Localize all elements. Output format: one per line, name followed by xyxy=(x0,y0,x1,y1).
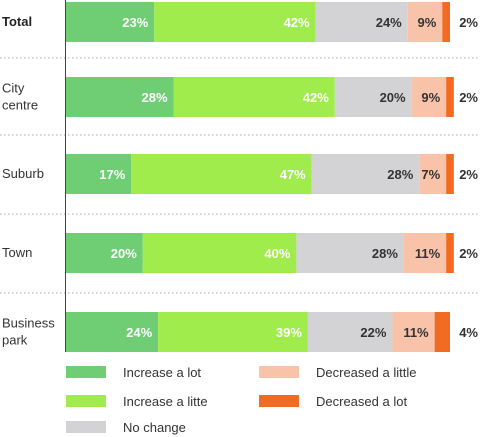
data-label: 9% xyxy=(418,15,437,30)
data-label: 7% xyxy=(421,167,440,182)
bar-segment xyxy=(66,233,143,273)
bar-segment xyxy=(66,77,174,117)
category-label: Suburb xyxy=(2,166,44,181)
bar-segment xyxy=(296,233,404,273)
data-label: 2% xyxy=(459,90,478,105)
data-label: 23% xyxy=(122,15,148,30)
legend-label: No change xyxy=(123,420,186,435)
category-labels: Total City centre Suburb Town Business park xyxy=(2,14,55,348)
bar-segment xyxy=(446,233,454,273)
data-label: 4% xyxy=(459,325,478,340)
data-label: 9% xyxy=(421,90,440,105)
bar-segment xyxy=(442,2,450,42)
bar-segment xyxy=(434,312,450,352)
data-label: 24% xyxy=(376,15,402,30)
legend-label: Decreased a lot xyxy=(316,394,407,409)
data-label: 42% xyxy=(303,90,329,105)
data-label: 20% xyxy=(380,90,406,105)
data-label: 42% xyxy=(284,15,310,30)
legend-swatch xyxy=(259,395,299,407)
bar-segment xyxy=(131,154,312,194)
bar-segment xyxy=(66,312,159,352)
data-label: 11% xyxy=(415,246,441,261)
data-label: 22% xyxy=(360,325,386,340)
data-label: 39% xyxy=(276,325,302,340)
category-label: Business xyxy=(2,316,55,331)
bar-segment xyxy=(158,312,308,352)
bar-segment xyxy=(334,77,412,117)
bar-segment xyxy=(407,2,443,42)
data-label: 17% xyxy=(99,167,125,182)
data-label: 11% xyxy=(403,325,429,340)
data-label: 2% xyxy=(459,167,478,182)
bar-segment xyxy=(66,2,155,42)
legend-swatch xyxy=(66,366,106,378)
data-label: 28% xyxy=(372,246,398,261)
bar-segment xyxy=(392,312,435,352)
row-separators xyxy=(0,57,480,294)
bar-segment xyxy=(307,312,393,352)
category-label: Total xyxy=(2,14,32,29)
bars: 23% 42% 24% 9% 2% 28% 42% 20% 9% 2% 17% 47% 28% 7% 2% 2… xyxy=(66,2,478,352)
category-label: centre xyxy=(2,98,38,113)
legend-swatch xyxy=(259,366,299,378)
category-label: Town xyxy=(2,245,32,260)
legend: Increase a lot Increase a litte No change D… xyxy=(66,365,416,435)
bar-segment xyxy=(419,154,447,194)
bar-segment xyxy=(446,77,454,117)
bar-segment xyxy=(446,154,454,194)
data-label: 2% xyxy=(459,15,478,30)
category-label: park xyxy=(2,333,28,348)
legend-label: Decreased a little xyxy=(316,365,416,380)
bar-segment xyxy=(311,154,420,194)
legend-swatch xyxy=(66,421,106,433)
legend-label: Increase a litte xyxy=(123,394,208,409)
data-label: 40% xyxy=(264,246,290,261)
legend-label: Increase a lot xyxy=(123,365,201,380)
bar-segment xyxy=(403,233,447,273)
category-label: City xyxy=(2,81,25,96)
data-label: 20% xyxy=(111,246,137,261)
data-label: 47% xyxy=(280,167,306,182)
data-label: 2% xyxy=(459,246,478,261)
legend-swatch xyxy=(66,395,106,407)
data-label: 28% xyxy=(141,90,167,105)
bar-segment xyxy=(142,233,297,273)
bar-segment xyxy=(315,2,408,42)
bar-segment xyxy=(154,2,316,42)
bar-segment xyxy=(66,154,132,194)
bar-segment xyxy=(411,77,447,117)
data-label: 24% xyxy=(126,325,152,340)
bar-segment xyxy=(173,77,335,117)
data-label: 28% xyxy=(387,167,413,182)
